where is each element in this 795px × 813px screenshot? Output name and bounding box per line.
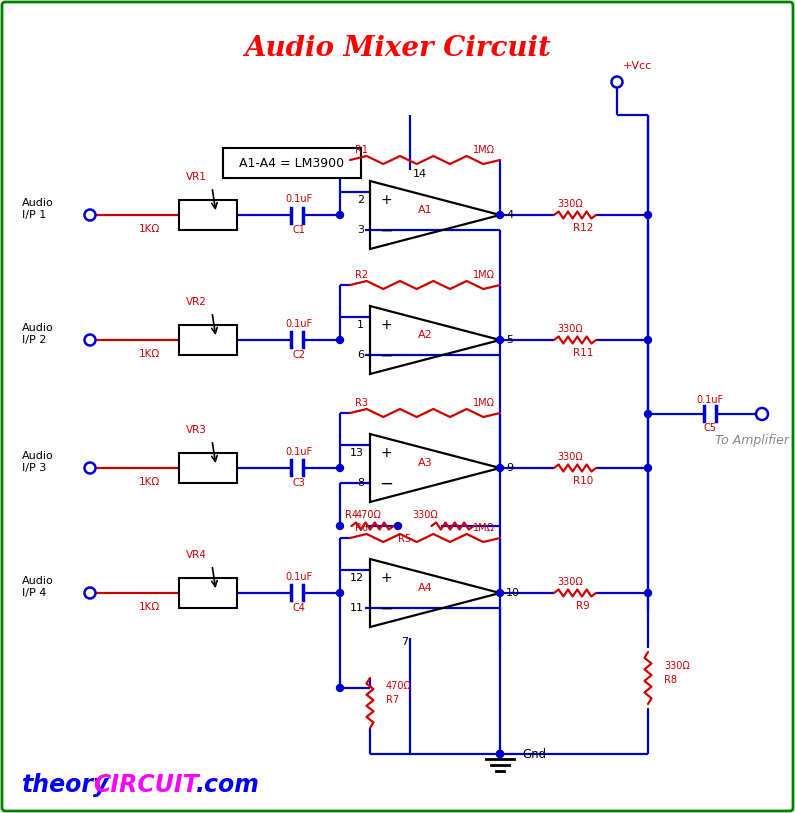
- Bar: [179, 200, 237, 230]
- Text: 2: 2: [357, 194, 364, 205]
- Text: 330Ω: 330Ω: [557, 324, 583, 334]
- Text: 330Ω: 330Ω: [412, 510, 438, 520]
- Text: C3: C3: [293, 478, 305, 488]
- Text: 1KΩ: 1KΩ: [138, 349, 160, 359]
- Text: R4: R4: [346, 510, 359, 520]
- Text: R9: R9: [576, 601, 590, 611]
- Text: R11: R11: [573, 348, 593, 358]
- Text: 3: 3: [357, 225, 364, 235]
- Text: 1MΩ: 1MΩ: [473, 398, 495, 408]
- Text: C4: C4: [293, 603, 305, 613]
- Text: 10: 10: [506, 588, 520, 598]
- Text: 1: 1: [357, 320, 364, 330]
- Text: Audio
I/P 4: Audio I/P 4: [22, 576, 54, 598]
- Circle shape: [645, 337, 651, 344]
- Circle shape: [497, 589, 503, 597]
- Circle shape: [497, 750, 503, 758]
- Circle shape: [336, 337, 343, 344]
- Circle shape: [336, 464, 343, 472]
- Text: Audio
I/P 2: Audio I/P 2: [22, 324, 54, 345]
- Text: 1KΩ: 1KΩ: [138, 224, 160, 234]
- Text: 330Ω: 330Ω: [664, 661, 690, 671]
- Text: C2: C2: [293, 350, 305, 360]
- Circle shape: [645, 589, 651, 597]
- Text: VR4: VR4: [186, 550, 207, 560]
- Text: R7: R7: [386, 695, 399, 705]
- Text: VR1: VR1: [186, 172, 207, 182]
- Text: CIRCUIT: CIRCUIT: [93, 773, 199, 797]
- Text: C5: C5: [704, 423, 716, 433]
- Circle shape: [336, 211, 343, 219]
- Circle shape: [336, 685, 343, 692]
- Text: +Vcc: +Vcc: [623, 61, 652, 71]
- Text: 5: 5: [506, 335, 513, 345]
- Circle shape: [645, 211, 651, 219]
- Text: 1MΩ: 1MΩ: [473, 523, 495, 533]
- Circle shape: [497, 750, 503, 758]
- Text: C1: C1: [293, 225, 305, 235]
- Text: 0.1uF: 0.1uF: [696, 395, 723, 405]
- Circle shape: [336, 589, 343, 597]
- Text: R2: R2: [355, 270, 368, 280]
- Text: +: +: [380, 571, 392, 585]
- Circle shape: [497, 211, 503, 219]
- Text: +: +: [380, 318, 392, 332]
- Circle shape: [497, 464, 503, 472]
- Text: 0.1uF: 0.1uF: [285, 447, 312, 457]
- Text: Audio
I/P 1: Audio I/P 1: [22, 198, 54, 220]
- Text: 14: 14: [413, 169, 427, 179]
- Text: R8: R8: [664, 675, 677, 685]
- Text: 470Ω: 470Ω: [386, 681, 412, 691]
- Text: 9: 9: [506, 463, 513, 473]
- Circle shape: [336, 523, 343, 529]
- Text: 13: 13: [350, 448, 364, 458]
- Text: 330Ω: 330Ω: [557, 199, 583, 209]
- Text: To Amplifier: To Amplifier: [715, 433, 789, 446]
- Text: −: −: [379, 346, 393, 364]
- Text: 0.1uF: 0.1uF: [285, 319, 312, 329]
- Text: .com: .com: [196, 773, 260, 797]
- Text: 470Ω: 470Ω: [355, 510, 381, 520]
- Text: 330Ω: 330Ω: [557, 577, 583, 587]
- Text: 6: 6: [357, 350, 364, 360]
- Text: +: +: [380, 446, 392, 459]
- Text: 330Ω: 330Ω: [557, 452, 583, 462]
- Text: VR3: VR3: [186, 425, 207, 435]
- Circle shape: [645, 464, 651, 472]
- Bar: [179, 453, 237, 483]
- Text: R10: R10: [573, 476, 593, 486]
- Text: 1KΩ: 1KΩ: [138, 602, 160, 612]
- Bar: [179, 325, 237, 355]
- Text: Gnd: Gnd: [522, 749, 546, 762]
- Text: 0.1uF: 0.1uF: [285, 194, 312, 204]
- Text: Audio Mixer Circuit: Audio Mixer Circuit: [244, 34, 551, 62]
- Text: +: +: [380, 193, 392, 207]
- Bar: [223, 148, 361, 178]
- Text: R1: R1: [355, 145, 368, 155]
- Text: R12: R12: [573, 223, 593, 233]
- Text: A3: A3: [417, 458, 432, 468]
- Text: 1MΩ: 1MΩ: [473, 270, 495, 280]
- Text: 7: 7: [401, 637, 408, 647]
- Text: A4: A4: [417, 583, 432, 593]
- Text: 12: 12: [350, 572, 364, 583]
- Text: 8: 8: [357, 478, 364, 489]
- Text: A1-A4 = LM3900: A1-A4 = LM3900: [239, 156, 344, 169]
- Text: theory: theory: [22, 773, 110, 797]
- Text: A1: A1: [417, 205, 432, 215]
- Text: R3: R3: [355, 398, 368, 408]
- Text: −: −: [379, 221, 393, 239]
- Text: R5: R5: [398, 534, 412, 544]
- Text: 11: 11: [350, 603, 364, 613]
- Text: 1KΩ: 1KΩ: [138, 477, 160, 487]
- Text: Audio
I/P 3: Audio I/P 3: [22, 451, 54, 473]
- Text: −: −: [379, 599, 393, 617]
- Circle shape: [645, 411, 651, 418]
- Text: −: −: [379, 474, 393, 493]
- Text: R6: R6: [355, 523, 368, 533]
- Text: VR2: VR2: [186, 297, 207, 307]
- Bar: [179, 578, 237, 608]
- Text: 4: 4: [506, 210, 513, 220]
- Text: 0.1uF: 0.1uF: [285, 572, 312, 582]
